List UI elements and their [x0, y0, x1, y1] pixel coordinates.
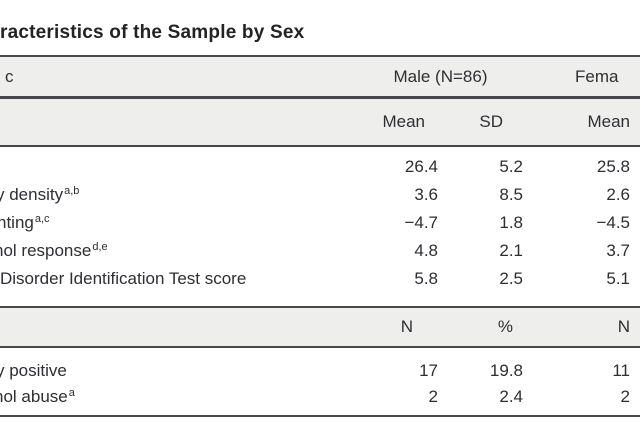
cell-male-n: 2 — [428, 387, 438, 406]
cell-male-sd: 2.5 — [499, 269, 523, 288]
footnote-marker: a,b — [64, 185, 80, 197]
mean-section: 26.4 5.2 25.8 y densitya,b 3.6 8.5 2.6 n… — [0, 147, 640, 306]
table-row: hol abusea 2 2.4 2 — [0, 384, 640, 410]
row-label: Disorder Identification Test score — [0, 269, 247, 288]
table-row: ntinga,c −4.7 1.8 −4.5 — [0, 209, 640, 237]
cell-female-mean: 2.6 — [606, 185, 630, 204]
table-title: racteristics of the Sample by Sex — [0, 22, 305, 43]
table-row: hol responsed,e 4.8 2.1 3.7 — [0, 237, 640, 265]
divider-rule — [0, 346, 640, 348]
row-label: y density — [0, 185, 64, 204]
cell-male-sd: 1.8 — [499, 213, 523, 232]
table-row: 26.4 5.2 25.8 — [0, 153, 640, 181]
table-row: y densitya,b 3.6 8.5 2.6 — [0, 181, 640, 209]
subheader-male-mean: Mean — [382, 112, 425, 131]
subheader-female-mean: Mean — [587, 112, 630, 131]
row-label: hol response — [0, 241, 92, 260]
row-label: hol abuse — [0, 387, 68, 406]
table-bottom-rule — [0, 415, 640, 417]
cell-male-mean: 3.6 — [414, 185, 438, 204]
cell-male-mean: 5.8 — [414, 269, 438, 288]
table-row: y positive 17 19.8 11 — [0, 358, 640, 384]
table-header-row: c Male (N=86) Fema — [0, 57, 640, 96]
table-row: Disorder Identification Test score 5.8 2… — [0, 265, 640, 293]
cell-male-mean: 4.8 — [414, 241, 438, 260]
cell-female-n: 2 — [620, 387, 630, 406]
footnote-marker: a — [68, 387, 75, 399]
cell-male-n: 17 — [419, 361, 438, 380]
cell-male-sd: 2.1 — [499, 241, 523, 260]
divider-rule — [0, 306, 640, 308]
cell-female-mean: 5.1 — [606, 269, 630, 288]
table-top-rule — [0, 55, 640, 57]
row-label: nting — [0, 213, 34, 232]
cell-male-sd: 8.5 — [499, 185, 523, 204]
column-group-female: Fema — [575, 66, 619, 86]
cell-male-sd: 5.2 — [499, 157, 523, 176]
row-label: y positive — [0, 361, 67, 380]
subheader-male-pct: % — [497, 317, 513, 336]
cell-male-pct: 19.8 — [489, 361, 523, 380]
cell-female-mean: −4.5 — [596, 213, 630, 232]
cell-male-mean: 26.4 — [404, 157, 438, 176]
column-group-male: Male (N=86) — [393, 66, 488, 86]
header-divider-rule — [0, 96, 640, 99]
subheader-male-n: N — [400, 317, 413, 336]
cell-female-n: 11 — [612, 361, 630, 380]
column-header-characteristic: c — [5, 66, 14, 86]
cell-female-mean: 25.8 — [596, 157, 630, 176]
cell-female-mean: 3.7 — [606, 241, 630, 260]
subheader-count-row: N % N — [0, 308, 640, 346]
divider-rule — [0, 145, 640, 147]
cell-male-mean: −4.7 — [404, 213, 438, 232]
table: c Male (N=86) Fema Mean SD Mean 26.4 5.2… — [0, 55, 640, 417]
count-section: y positive 17 19.8 11 hol abusea 2 2.4 2 — [0, 348, 640, 415]
subheader-male-sd: SD — [479, 112, 503, 131]
cell-male-pct: 2.4 — [499, 387, 523, 406]
footnote-marker: d,e — [92, 241, 108, 253]
subheader-female-n: N — [617, 317, 630, 336]
footnote-marker: a,c — [34, 213, 50, 225]
subheader-mean-row: Mean SD Mean — [0, 99, 640, 145]
